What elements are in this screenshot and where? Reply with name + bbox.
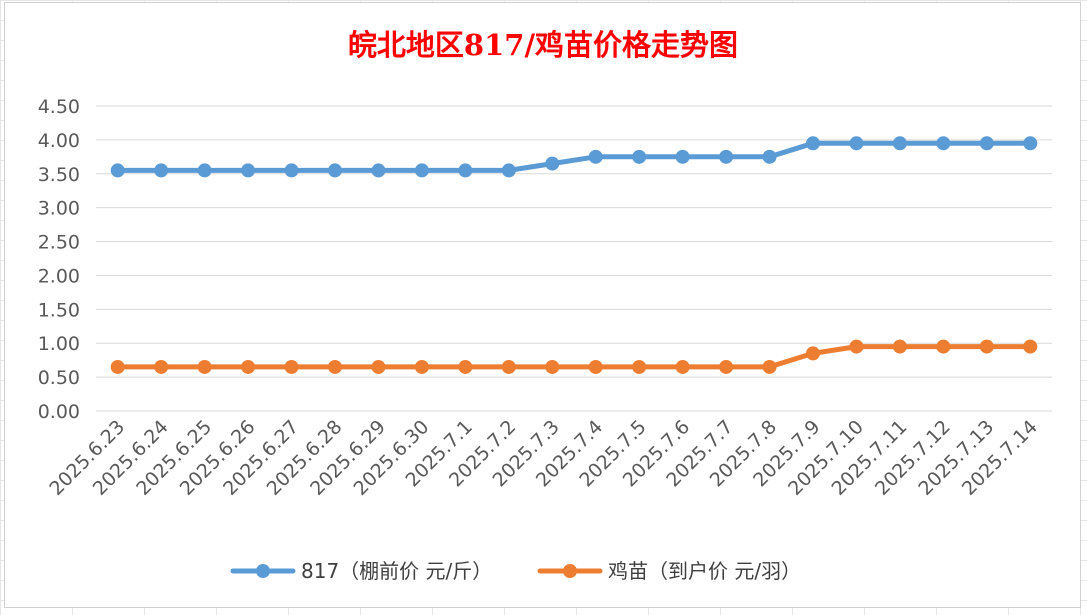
data-point	[458, 163, 473, 178]
data-point	[979, 339, 994, 354]
data-point	[892, 136, 907, 151]
data-point	[241, 359, 256, 374]
x-axis-ticks: 2025.6.232025.6.242025.6.252025.6.262025…	[45, 416, 1041, 500]
y-tick-label: 3.00	[38, 198, 80, 220]
y-tick-label: 1.00	[38, 333, 80, 355]
data-point	[545, 156, 560, 171]
data-point	[979, 136, 994, 151]
data-point	[414, 359, 429, 374]
legend: 817（棚前价 元/斤） 鸡苗（到户价 元/羽）	[230, 559, 801, 583]
series-line	[115, 140, 1033, 173]
chart-area[interactable]	[4, 2, 1081, 608]
data-point	[806, 346, 820, 361]
data-point	[675, 359, 690, 374]
y-tick-label: 2.50	[38, 232, 80, 254]
data-point	[588, 149, 603, 164]
data-point	[241, 163, 256, 178]
data-point	[1023, 136, 1038, 151]
data-point	[588, 359, 603, 374]
y-tick-label: 0.00	[38, 401, 80, 423]
series-2	[110, 339, 1038, 374]
chart-title: 皖北地区817/鸡苗价格走势图	[348, 28, 738, 62]
data-point	[892, 339, 907, 354]
data-point	[806, 136, 820, 151]
data-point	[197, 359, 212, 374]
data-point	[849, 136, 864, 151]
y-tick-label: 2.00	[38, 265, 80, 287]
data-point	[936, 136, 951, 151]
data-point	[414, 163, 429, 178]
gridlines	[96, 105, 1052, 412]
data-point	[371, 163, 386, 178]
data-point	[719, 359, 734, 374]
y-tick-label: 3.50	[38, 164, 80, 186]
series-line	[115, 344, 1033, 370]
data-point	[154, 163, 169, 178]
data-point	[501, 163, 516, 178]
legend-marker	[256, 564, 270, 578]
data-point	[371, 359, 386, 374]
series-group	[110, 136, 1038, 374]
legend-marker	[563, 564, 577, 578]
data-point	[719, 149, 734, 164]
y-tick-label: 1.50	[38, 299, 80, 321]
y-tick-label: 4.00	[38, 130, 80, 152]
data-point	[675, 149, 690, 164]
data-point	[154, 359, 169, 374]
data-point	[545, 359, 560, 374]
y-axis-ticks: 0.00 0.50 1.00 1.50 2.00 2.50 3.00 3.50 4.00 4.50	[38, 96, 80, 423]
data-point	[110, 359, 125, 374]
data-point	[762, 359, 777, 374]
data-point	[197, 163, 212, 178]
data-point	[328, 163, 342, 178]
data-point	[501, 359, 516, 374]
legend-label: 817（棚前价 元/斤）	[301, 559, 492, 583]
data-point	[762, 149, 777, 164]
legend-label: 鸡苗（到户价 元/羽）	[608, 559, 801, 583]
data-point	[632, 149, 647, 164]
data-point	[849, 339, 864, 354]
data-point	[1023, 339, 1038, 354]
data-point	[632, 359, 647, 374]
data-point	[936, 339, 951, 354]
y-tick-label: 4.50	[38, 96, 80, 118]
data-point	[284, 163, 299, 178]
data-point	[284, 359, 299, 374]
data-point	[328, 359, 342, 374]
series-1	[110, 136, 1038, 178]
data-point	[110, 163, 125, 178]
y-tick-label: 0.50	[38, 367, 80, 389]
data-point	[458, 359, 473, 374]
